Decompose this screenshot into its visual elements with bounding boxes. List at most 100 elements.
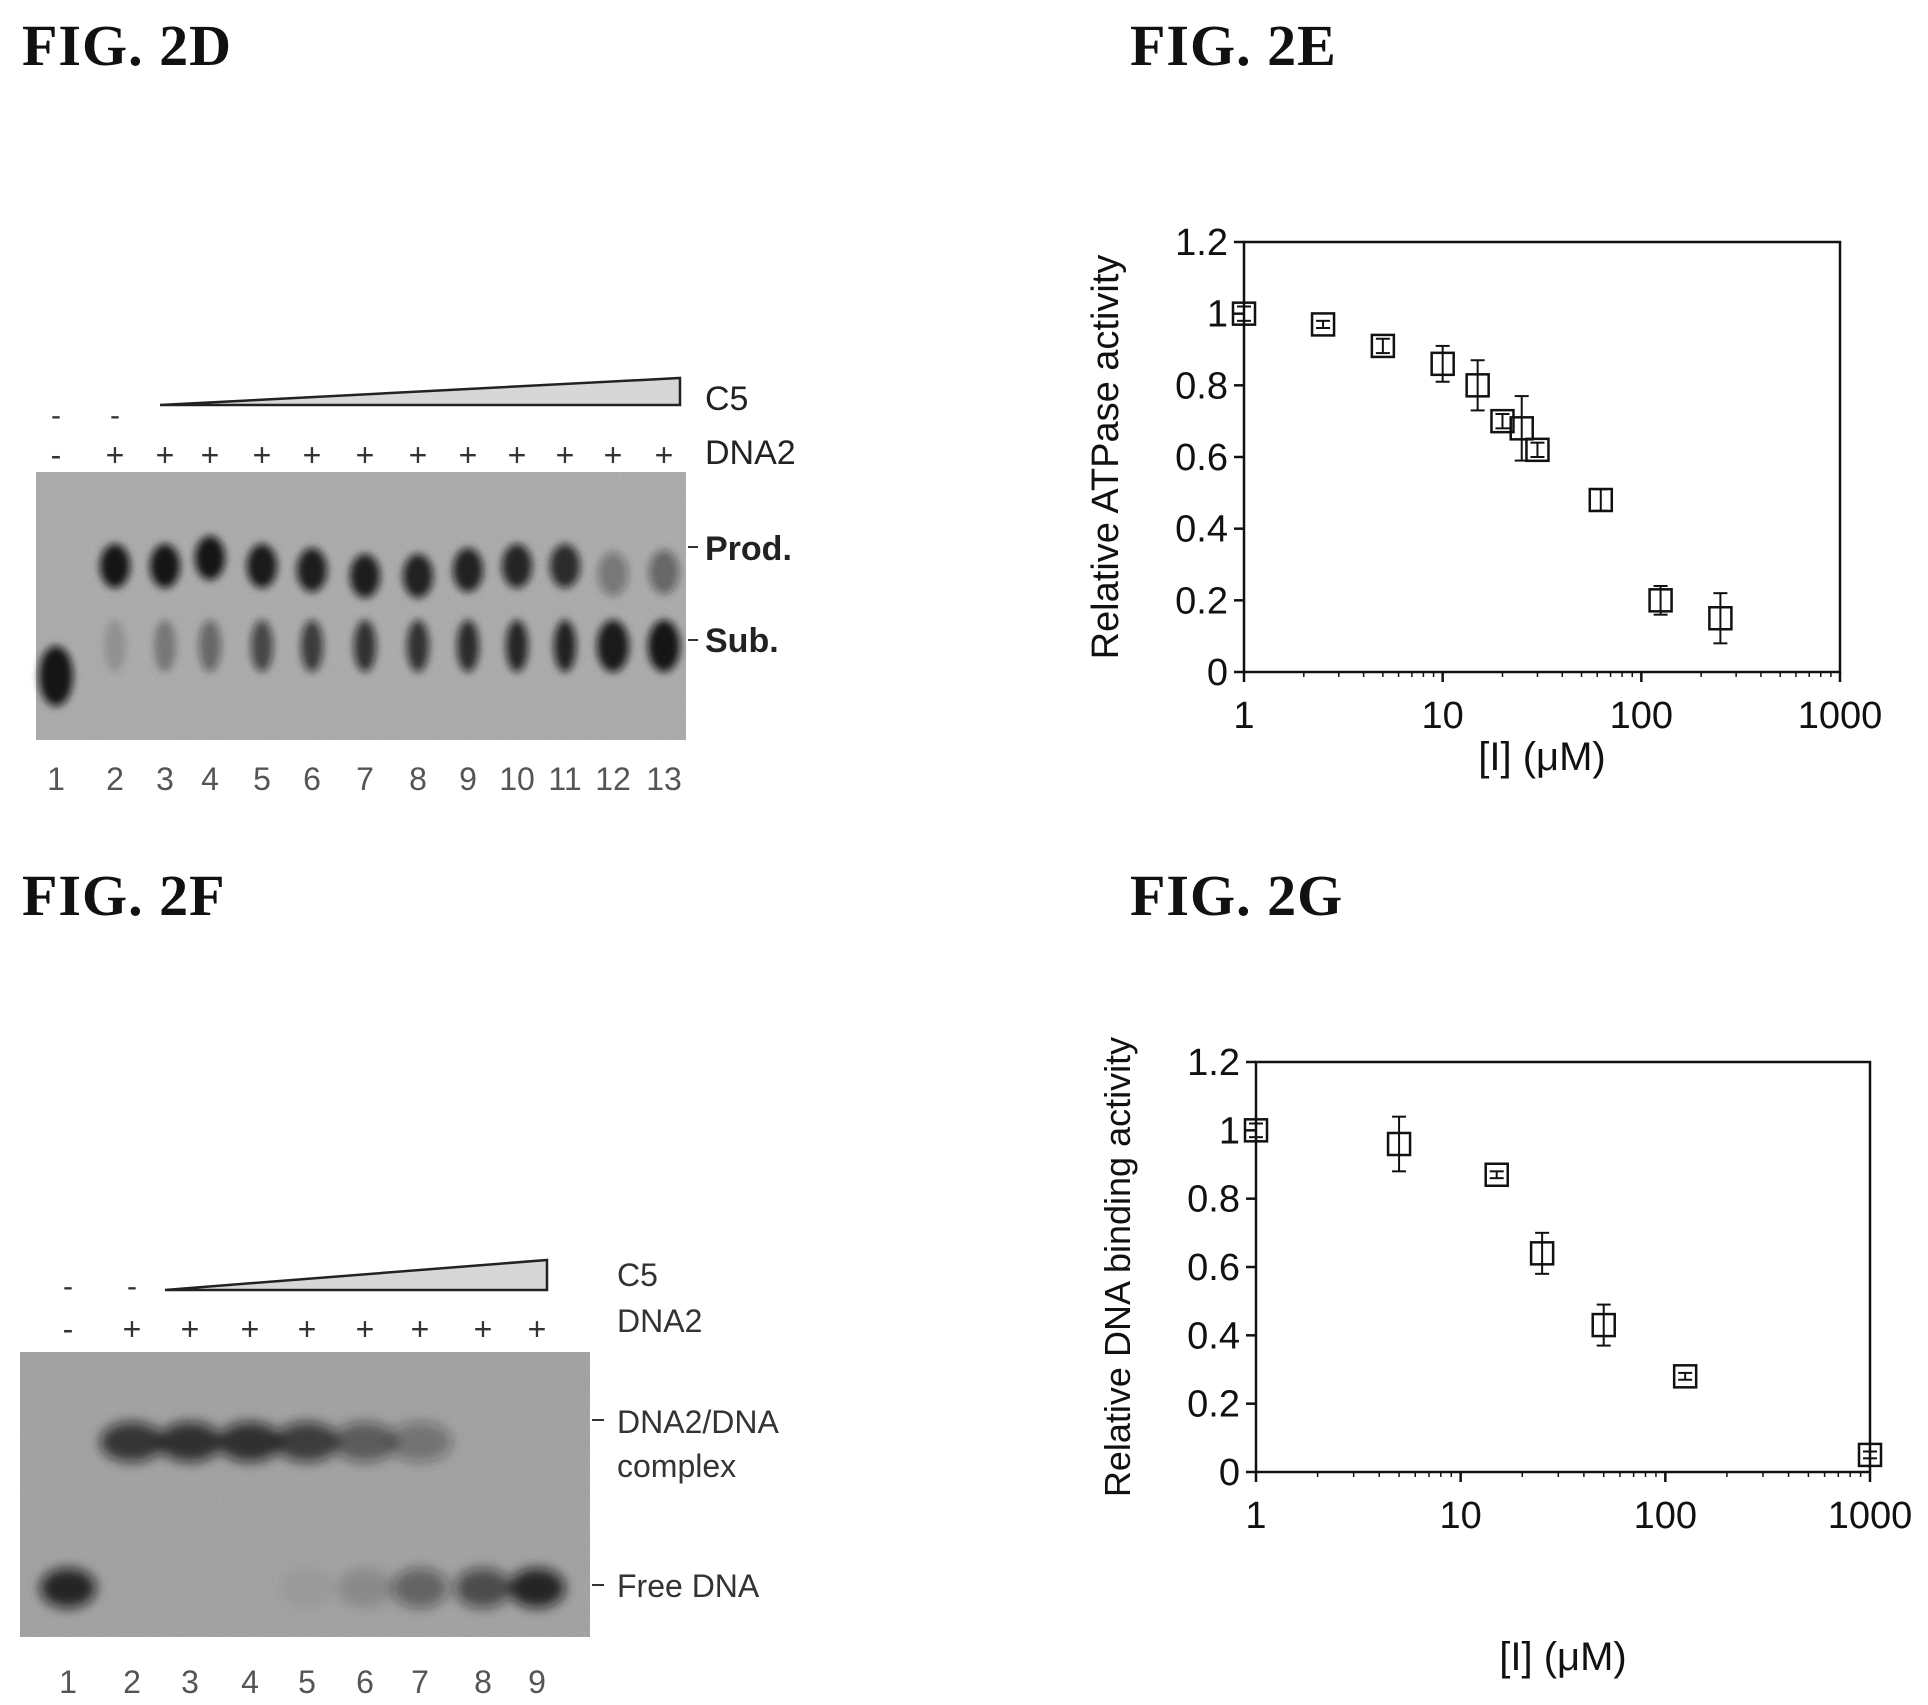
gel-band — [598, 552, 628, 596]
dna2-sign: + — [106, 437, 125, 473]
lane-number: 7 — [356, 761, 374, 797]
gel-band — [388, 1422, 452, 1462]
gel-band — [247, 544, 277, 588]
plot-frame — [1254, 1060, 1872, 1474]
dna2-sign: + — [409, 437, 428, 473]
square-marker — [1370, 333, 1396, 359]
c5-sign: - — [127, 1270, 137, 1303]
data-point — [1430, 344, 1455, 383]
lane-number: 7 — [411, 1664, 429, 1700]
data-point — [1490, 408, 1515, 434]
lane-number: 13 — [646, 761, 682, 797]
dna2-sign: + — [123, 1311, 142, 1347]
gel-background — [36, 472, 686, 740]
dna2-sign: + — [241, 1311, 260, 1347]
square-marker — [1231, 301, 1257, 326]
x-tick-label: 100 — [1634, 1495, 1697, 1537]
lane-number: 12 — [595, 761, 631, 797]
gel-band — [195, 536, 225, 580]
y-tick-label: 0.8 — [1187, 1179, 1240, 1221]
square-marker — [1525, 437, 1550, 463]
lane-number: 1 — [59, 1664, 77, 1700]
gel-band — [506, 620, 528, 672]
gel-band — [509, 1568, 565, 1608]
y-tick-label: 0 — [1207, 652, 1228, 694]
data-point — [1310, 312, 1336, 337]
gel-band — [158, 1422, 222, 1462]
x-tick-label: 10 — [1440, 1495, 1482, 1537]
y-tick-label: 0.6 — [1187, 1247, 1240, 1289]
dna2-sign: + — [303, 437, 322, 473]
gel-band — [199, 620, 221, 672]
square-marker — [1465, 373, 1490, 398]
square-marker — [1430, 351, 1455, 377]
y-tick-label: 0.8 — [1175, 365, 1228, 407]
gel-band — [154, 620, 176, 672]
dna2-label: DNA2 — [617, 1303, 702, 1339]
fig-2d-gel: -- - + + + + + + + + + + + + 1 2 3 4 5 6 7 8 9 10 11 12 13 C5 DN… — [36, 376, 796, 797]
gel-band — [104, 620, 126, 672]
y-tick-label: 0.6 — [1175, 437, 1228, 479]
gel-band — [279, 1568, 335, 1608]
lane-number: 8 — [474, 1664, 492, 1700]
lane-number: 9 — [528, 1664, 546, 1700]
square-marker — [1509, 416, 1534, 441]
dna2-sign: + — [356, 1311, 375, 1347]
square-marker — [1588, 487, 1614, 513]
gel-band — [100, 544, 130, 588]
fig-2e-chart: 1 10 100 1000 0 0.2 0.4 0.6 0.8 1 1.2 [I] (μM) Re… — [1085, 222, 1882, 779]
square-marker — [1529, 1241, 1555, 1266]
fig-2e-chart-panel: 1 10 100 1000 0 0.2 0.4 0.6 0.8 1 1.2 [I] (μM) Re… — [1085, 200, 1928, 820]
lane-number: 6 — [356, 1664, 374, 1700]
dna2-sign: - — [63, 1311, 74, 1347]
gel-band — [39, 646, 73, 706]
x-tick-label: 10 — [1422, 695, 1464, 737]
fig-2d-gel-panel: -- - + + + + + + + + + + + + 1 2 3 4 5 6 7 8 9 10 11 12 13 C5 DN… — [0, 0, 960, 850]
x-axis-label: [I] (μM) — [1499, 1635, 1626, 1679]
dna2-sign: + — [604, 437, 623, 473]
y-tick-label: 0.2 — [1175, 580, 1228, 622]
data-point — [1525, 437, 1550, 463]
lane-number: 2 — [123, 1664, 141, 1700]
dna2-sign: + — [556, 437, 575, 473]
square-marker — [1484, 1162, 1509, 1187]
lane-number: 3 — [181, 1664, 199, 1700]
fig-2d-title: FIG. 2D — [22, 13, 232, 78]
c5-gradient-wedge — [159, 376, 682, 407]
data-point — [1708, 592, 1733, 645]
y-tick-label: 1 — [1207, 294, 1228, 336]
gel-band — [251, 620, 273, 672]
square-marker — [1591, 1312, 1616, 1338]
lane-number: 3 — [156, 761, 174, 797]
gel-band — [550, 544, 580, 588]
c5-label: C5 — [705, 380, 748, 418]
gel-band — [407, 620, 429, 672]
x-tick-label: 1 — [1233, 695, 1254, 737]
c5-sign: - — [63, 1270, 73, 1303]
gel-band — [455, 1568, 511, 1608]
dna2-sign: + — [181, 1311, 200, 1347]
lane-number: 6 — [303, 761, 321, 797]
dna2-sign: + — [356, 437, 375, 473]
gel-band — [392, 1568, 448, 1608]
lane-number: 4 — [201, 761, 219, 797]
lane-number: 4 — [241, 1664, 259, 1700]
square-marker — [1857, 1442, 1883, 1468]
data-point — [1465, 359, 1490, 412]
dna2-sign: + — [655, 437, 674, 473]
data-point — [1648, 585, 1673, 616]
lane-number: 10 — [499, 761, 535, 797]
y-tick-label: 0 — [1219, 1452, 1240, 1494]
c5-sign: - — [51, 399, 61, 432]
data-point — [1672, 1364, 1698, 1389]
data-point — [1591, 1303, 1616, 1347]
y-axis-label: Relative ATPase activity — [1090, 255, 1127, 660]
square-marker — [1243, 1118, 1269, 1143]
dna2-sign: + — [201, 437, 220, 473]
gel-band — [100, 1422, 164, 1462]
gel-band — [648, 620, 680, 672]
gel-band — [40, 1568, 96, 1608]
gel-band — [554, 620, 576, 672]
gel-band — [457, 620, 479, 672]
gel-band — [218, 1422, 282, 1462]
